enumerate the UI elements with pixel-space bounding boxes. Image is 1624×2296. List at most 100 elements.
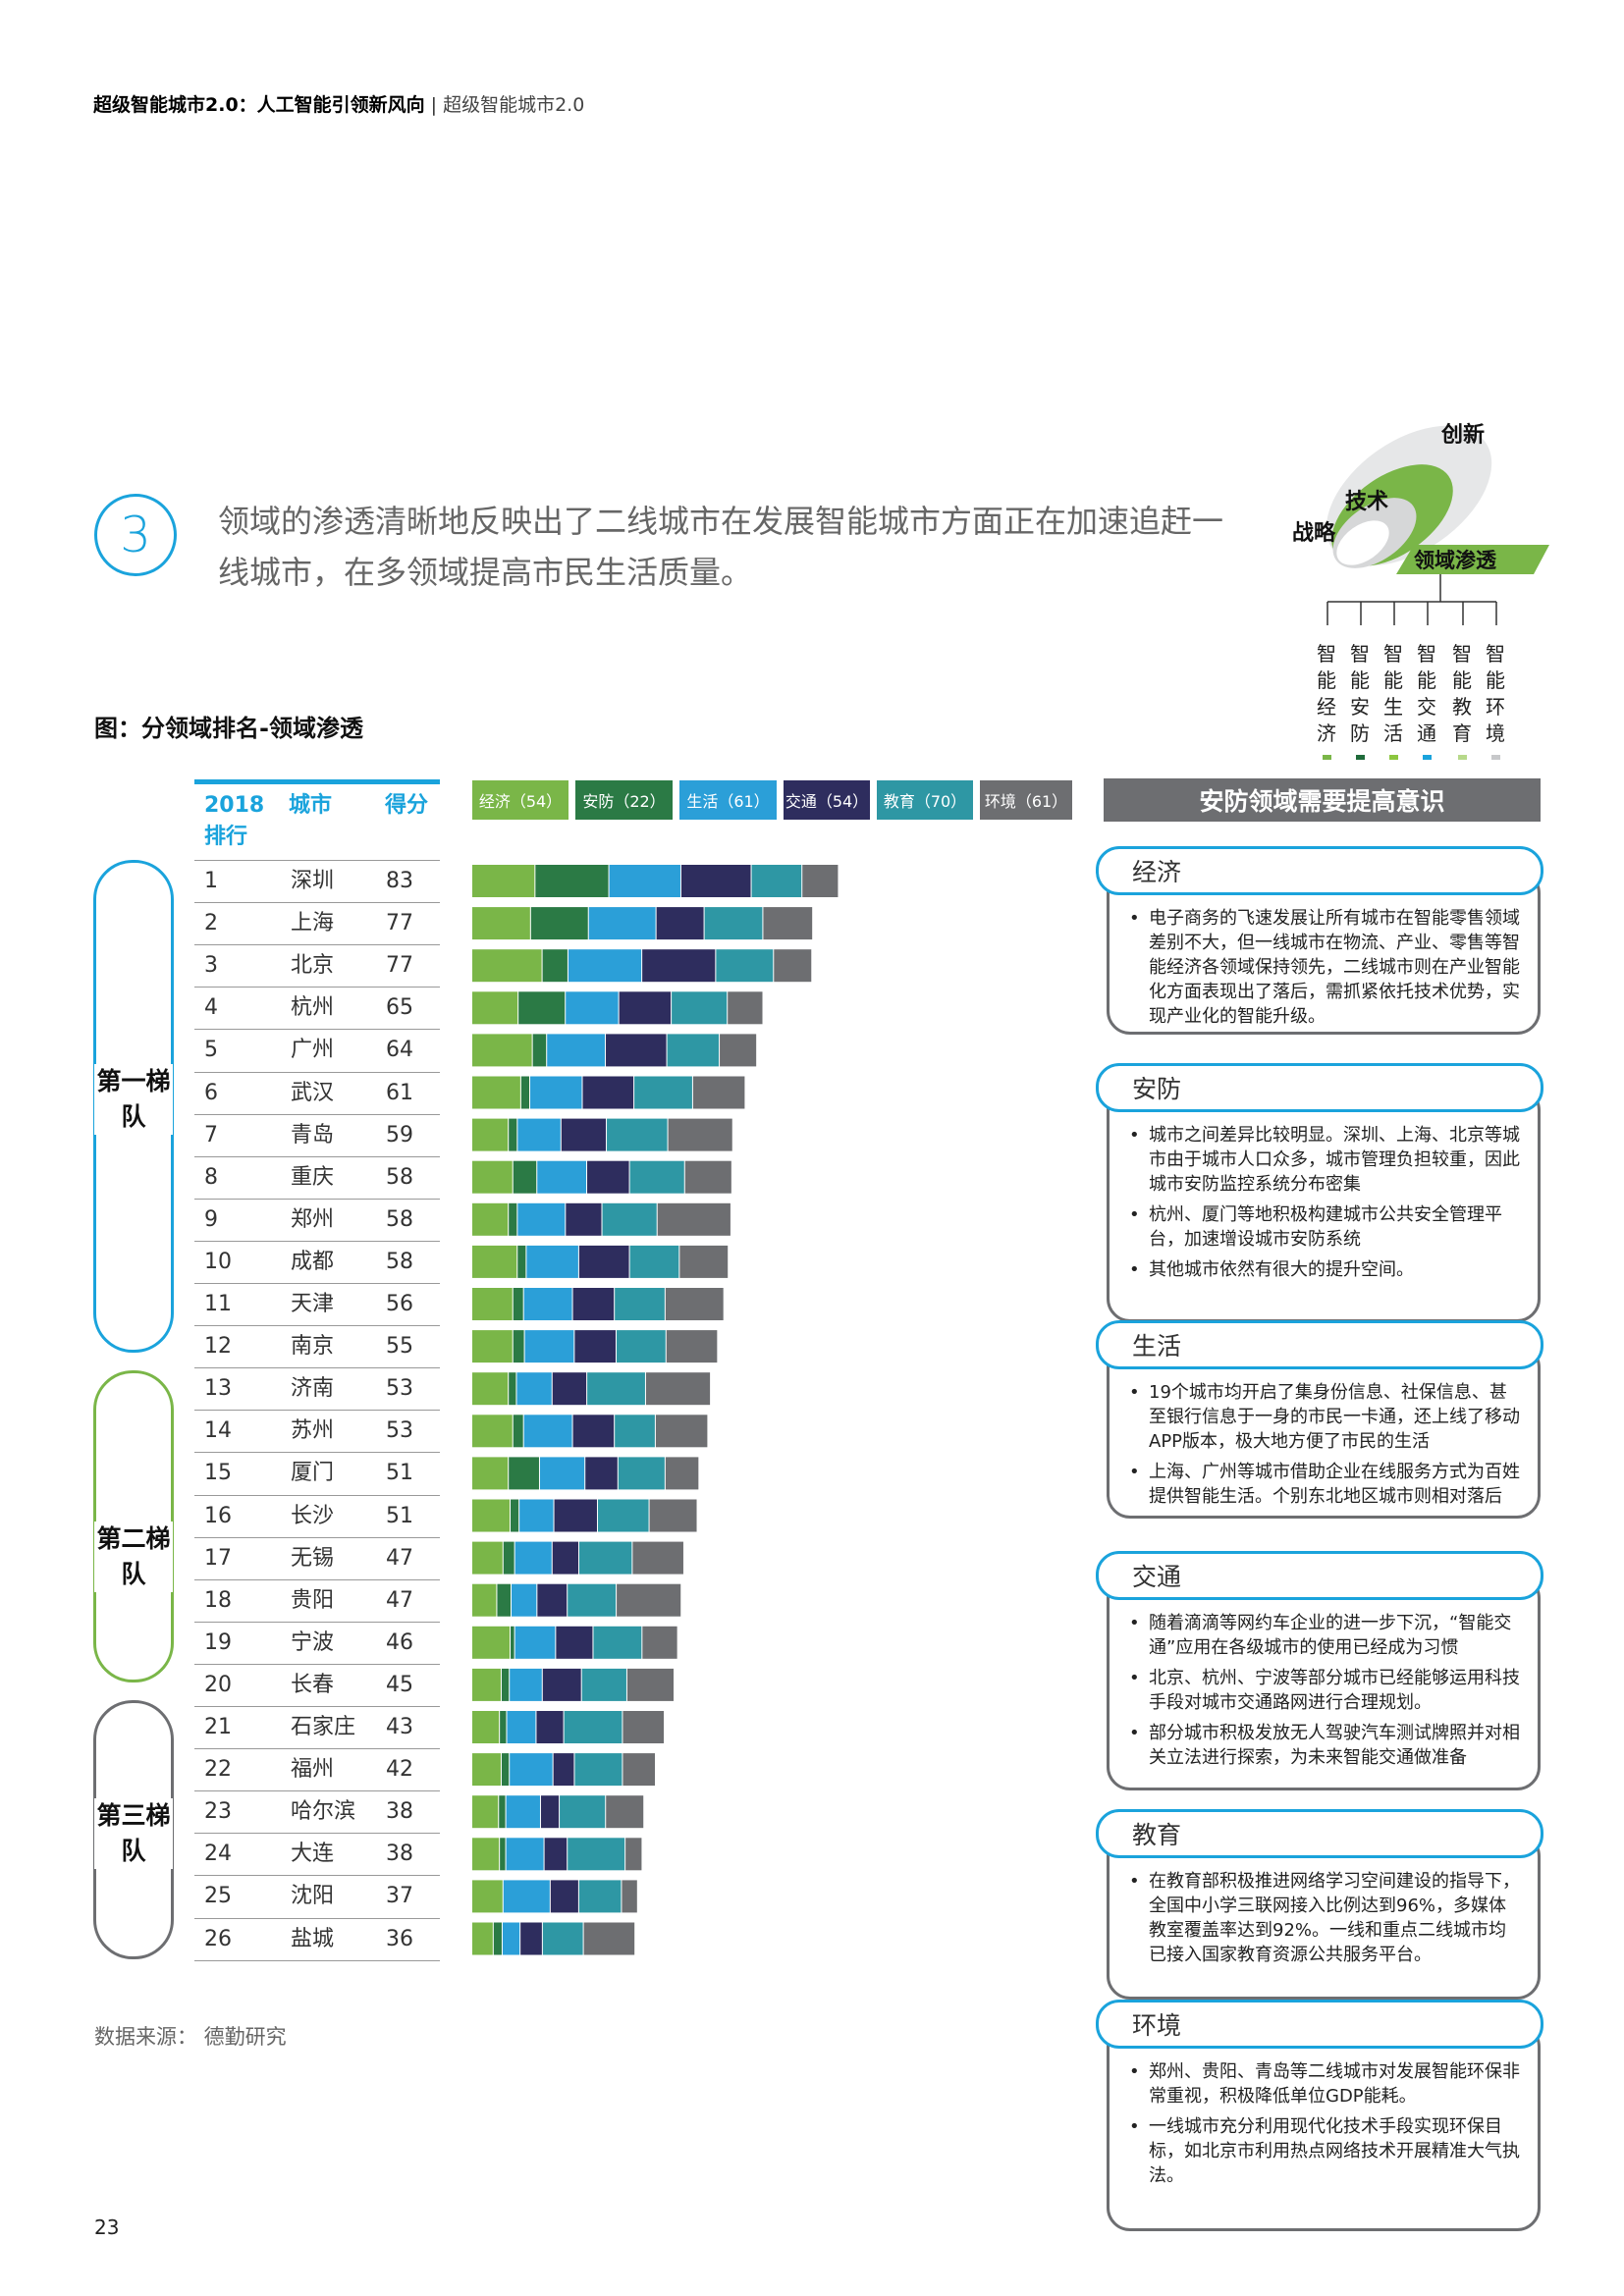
bar-segment xyxy=(472,1288,513,1320)
insight-bullet: 郑州、贵阳、青岛等二线城市对发展智能环保非常重视，积极降低单位GDP能耗。 xyxy=(1127,2059,1522,2109)
rank-cell: 1 xyxy=(204,869,218,893)
insight-card: 城市之间差异比较明显。深圳、上海、北京等城市由于城市人口众多，城市管理负担较重，… xyxy=(1107,1087,1541,1322)
bar-segment xyxy=(472,991,518,1025)
rank-cell: 10 xyxy=(204,1249,232,1274)
table-row-divider xyxy=(194,1917,440,1919)
domain-column-label: 智能生活 xyxy=(1383,642,1403,745)
domain-column-label: 智能经济 xyxy=(1317,642,1336,745)
table-row-divider xyxy=(194,1536,440,1538)
bar-segment xyxy=(609,865,680,897)
bar-segment xyxy=(625,1838,642,1871)
bar-segment xyxy=(716,949,774,983)
insight-card-tab: 交通 xyxy=(1096,1551,1543,1600)
bar-segment xyxy=(519,1499,554,1532)
bar-segment xyxy=(578,1541,632,1575)
bar-segment xyxy=(530,907,588,940)
bar-segment xyxy=(684,1160,731,1194)
insight-bullet: 杭州、厦门等地积极构建城市公共安全管理平台，加速增设城市安防系统 xyxy=(1127,1202,1522,1252)
bar-segment xyxy=(472,907,530,940)
bar-segment xyxy=(581,1668,626,1701)
rank-header-line1: 2018 xyxy=(204,793,265,818)
bar-segment xyxy=(597,1499,649,1532)
legend-item: 安防（22） xyxy=(575,780,673,820)
domain-color-swatch xyxy=(1458,755,1467,760)
bar-segment xyxy=(554,1499,597,1532)
table-row-divider xyxy=(194,987,440,988)
city-cell: 青岛 xyxy=(291,1122,335,1148)
table-row-divider xyxy=(194,902,440,904)
bar-segment xyxy=(472,1330,513,1363)
rank-cell: 8 xyxy=(204,1164,218,1190)
tier-third-label: 第三梯队 xyxy=(94,1798,173,1869)
bar-segment xyxy=(556,1626,593,1659)
bar-segment xyxy=(518,991,566,1025)
bar-segment xyxy=(593,1626,642,1659)
bar-segment xyxy=(472,1457,509,1490)
bar-segment xyxy=(615,1288,665,1320)
score-cell: 36 xyxy=(386,1926,413,1951)
bar-segment xyxy=(566,991,619,1025)
score-cell: 65 xyxy=(386,995,413,1021)
table-row-divider xyxy=(194,1155,440,1157)
insight-bullet: 上海、广州等城市借助企业在线服务方式为百姓提供智能生活。个别东北地区城市则相对落… xyxy=(1127,1460,1522,1509)
score-cell: 45 xyxy=(386,1672,413,1697)
section-number-badge: 3 xyxy=(94,494,177,576)
rank-cell: 3 xyxy=(204,953,218,979)
page-number: 23 xyxy=(94,2216,120,2239)
score-cell: 55 xyxy=(386,1334,413,1360)
bar-segment xyxy=(566,1202,602,1236)
legend-item: 教育（70） xyxy=(877,780,973,820)
insight-bullet: 其他城市依然有很大的提升空间。 xyxy=(1127,1257,1522,1282)
table-row-divider xyxy=(194,944,440,946)
bar-segment xyxy=(657,1202,731,1236)
bar-segment xyxy=(506,1795,540,1829)
bar-segment xyxy=(517,1118,561,1151)
score-cell: 51 xyxy=(386,1503,413,1528)
insight-card-tab: 安防 xyxy=(1096,1063,1543,1112)
bar-segment xyxy=(564,1711,623,1743)
running-header: 超级智能城市2.0：人工智能引领新风向 | 超级智能城市2.0 xyxy=(93,90,584,117)
score-cell: 46 xyxy=(386,1629,413,1655)
bar-segment xyxy=(500,1838,506,1871)
maturity-diagram: 创新 技术 战略 领域渗透 智能经济 智能安防 智能生活 智能交通 智能教育 智能环境 xyxy=(1276,398,1571,771)
insight-card-tab: 经济 xyxy=(1096,846,1543,895)
bar-segment xyxy=(493,1922,502,1955)
city-cell: 上海 xyxy=(291,911,335,936)
bar-segment xyxy=(472,1541,503,1575)
insight-bullet: 在教育部积极推进网络学习空间建设的指导下，全国中小学三联网接入比例达到96%，多… xyxy=(1127,1869,1522,1967)
bar-segment xyxy=(666,1330,718,1363)
bar-segment xyxy=(568,1838,625,1871)
insight-bullet: 部分城市积极发放无人驾驶汽车测试牌照并对相关立法进行探索，为未来智能交通做准备 xyxy=(1127,1721,1522,1770)
rank-cell: 25 xyxy=(204,1884,232,1909)
bar-segment xyxy=(665,1457,699,1490)
score-cell: 77 xyxy=(386,911,413,936)
table-row-divider xyxy=(194,1833,440,1835)
domain-color-swatch xyxy=(1389,755,1398,760)
bar-segment xyxy=(623,1711,665,1743)
technology-label: 技术 xyxy=(1345,490,1389,514)
bar-segment xyxy=(606,1034,667,1067)
bar-segment xyxy=(642,1626,677,1659)
bar-segment xyxy=(507,1711,536,1743)
rank-cell: 5 xyxy=(204,1038,218,1063)
bar-segment xyxy=(472,1118,509,1151)
bar-segment xyxy=(511,1626,514,1659)
table-row-divider xyxy=(194,1494,440,1496)
bar-segment xyxy=(510,1668,542,1701)
bar-segment xyxy=(550,1880,578,1913)
score-cell: 51 xyxy=(386,1461,413,1486)
rank-cell: 7 xyxy=(204,1122,218,1148)
bar-segment xyxy=(572,1288,615,1320)
bar-segment xyxy=(542,1668,581,1701)
bar-segment xyxy=(574,1330,616,1363)
bar-segment xyxy=(472,1415,513,1448)
bar-segment xyxy=(517,1202,566,1236)
insight-card: 19个城市均开启了集身份信息、社保信息、甚至银行信息于一身的市民一卡通，还上线了… xyxy=(1107,1344,1541,1519)
bar-segment xyxy=(512,1583,537,1617)
bar-segment xyxy=(510,1753,553,1787)
bar-segment xyxy=(472,1034,532,1067)
rank-cell: 9 xyxy=(204,1206,218,1232)
table-row-divider xyxy=(194,1790,440,1792)
data-source: 数据来源： 德勤研究 xyxy=(94,2025,287,2049)
city-cell: 沈阳 xyxy=(291,1884,335,1909)
